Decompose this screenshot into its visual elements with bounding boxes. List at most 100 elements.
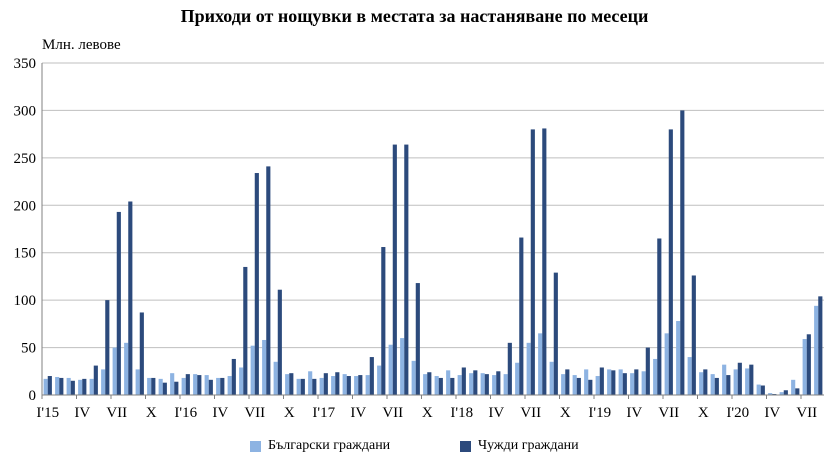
x-tick-label: I'19 (588, 405, 611, 421)
bar-foreign (128, 201, 133, 395)
bar-foreign (151, 377, 156, 395)
bar-foreign (404, 144, 409, 395)
bar-foreign (484, 374, 489, 395)
legend-item-bulgarian: Български граждани (250, 438, 390, 454)
x-tick-label: VII (520, 405, 541, 421)
bar-foreign (93, 365, 98, 395)
bar-foreign (105, 300, 110, 395)
bar-bulgarian (227, 376, 232, 395)
bar-foreign (565, 369, 570, 395)
x-axis-ticks: I'15 IV VII X I'16 IV VII X I'17 IV VII X I'18 IV VII X… (36, 395, 817, 421)
bar-foreign (703, 369, 708, 395)
bar-bulgarian (158, 378, 163, 395)
bar-foreign (254, 173, 259, 395)
bar-bulgarian (262, 339, 267, 395)
bar-foreign (392, 144, 397, 395)
y-tick-label: 300 (14, 103, 37, 119)
x-tick-label: X (284, 405, 295, 421)
bar-foreign (369, 357, 374, 395)
bar-bulgarian (354, 376, 359, 395)
bar-foreign (174, 381, 179, 395)
bar-foreign (461, 367, 466, 395)
bar-bulgarian (492, 375, 497, 395)
bar-bulgarian (319, 377, 324, 395)
bar-bulgarian (469, 373, 474, 395)
bar-bulgarian (216, 377, 221, 395)
y-axis-ticks: 0 50 100 150 200 250 300 350 (14, 56, 37, 404)
bar-bulgarian (411, 360, 416, 395)
axes (41, 63, 824, 396)
bar-foreign (47, 376, 52, 395)
bar-bulgarian (342, 374, 347, 395)
bar-foreign (806, 334, 811, 395)
bar-foreign (611, 370, 616, 395)
bar-bulgarian (515, 362, 520, 395)
bar-bulgarian (308, 371, 313, 395)
x-tick-label: VII (244, 405, 265, 421)
bar-bulgarian (423, 374, 428, 395)
bar-foreign (749, 364, 754, 395)
bar-bulgarian (733, 369, 738, 395)
bar-foreign (289, 373, 294, 395)
x-tick-label: VII (796, 405, 817, 421)
bar-foreign (622, 373, 627, 395)
bar-foreign (795, 388, 800, 395)
bar-bulgarian (446, 370, 451, 395)
bar-foreign (576, 377, 581, 395)
bar-foreign (553, 272, 558, 395)
bar-foreign (381, 247, 386, 395)
bar-foreign (335, 372, 340, 395)
bar-series (43, 110, 823, 396)
bar-bulgarian (664, 333, 669, 395)
bar-bulgarian (365, 375, 370, 395)
bar-foreign (162, 382, 167, 395)
bar-foreign (450, 377, 455, 395)
bar-foreign (657, 238, 662, 395)
bar-bulgarian (66, 377, 71, 395)
bar-bulgarian (331, 376, 336, 395)
x-tick-label: VII (106, 405, 127, 421)
bar-bulgarian (699, 372, 704, 395)
bar-bulgarian (572, 375, 577, 395)
bar-foreign (507, 342, 512, 395)
bar-bulgarian (204, 375, 209, 395)
y-tick-label: 200 (14, 198, 37, 214)
y-tick-label: 50 (21, 341, 36, 357)
bar-foreign (358, 375, 363, 395)
x-tick-label: X (698, 405, 709, 421)
x-tick-label: I'17 (312, 405, 335, 421)
bar-bulgarian (457, 375, 462, 395)
bar-bulgarian (250, 345, 255, 395)
y-tick-label: 350 (14, 56, 37, 72)
x-tick-label: VII (658, 405, 679, 421)
legend-item-foreign: Чужди граждани (460, 438, 579, 454)
bar-bulgarian (400, 338, 405, 395)
bar-bulgarian (710, 374, 715, 395)
bar-foreign (519, 237, 524, 395)
bar-bulgarian (503, 374, 508, 395)
bar-bulgarian (791, 379, 796, 395)
bar-foreign (542, 128, 547, 395)
bar-foreign (277, 289, 282, 395)
bar-foreign (116, 211, 121, 395)
grid-lines (42, 62, 824, 349)
x-tick-label: I'15 (36, 405, 59, 421)
bar-bulgarian (687, 357, 692, 395)
bar-bulgarian (78, 379, 83, 395)
bar-bulgarian (101, 369, 106, 395)
bar-foreign (496, 371, 501, 395)
x-tick-label: X (422, 405, 433, 421)
x-tick-label: IV (350, 405, 366, 421)
bar-bulgarian (170, 373, 175, 395)
bar-foreign (599, 367, 604, 395)
bar-foreign (346, 376, 351, 395)
bar-bulgarian (388, 344, 393, 395)
bar-bulgarian (124, 342, 129, 395)
bar-foreign (818, 296, 823, 395)
bar-bulgarian (55, 376, 60, 395)
bar-foreign (427, 372, 432, 395)
legend-label-foreign: Чужди граждани (478, 438, 579, 453)
bar-foreign (208, 379, 213, 395)
bar-bulgarian (89, 378, 94, 395)
bar-foreign (760, 385, 765, 395)
